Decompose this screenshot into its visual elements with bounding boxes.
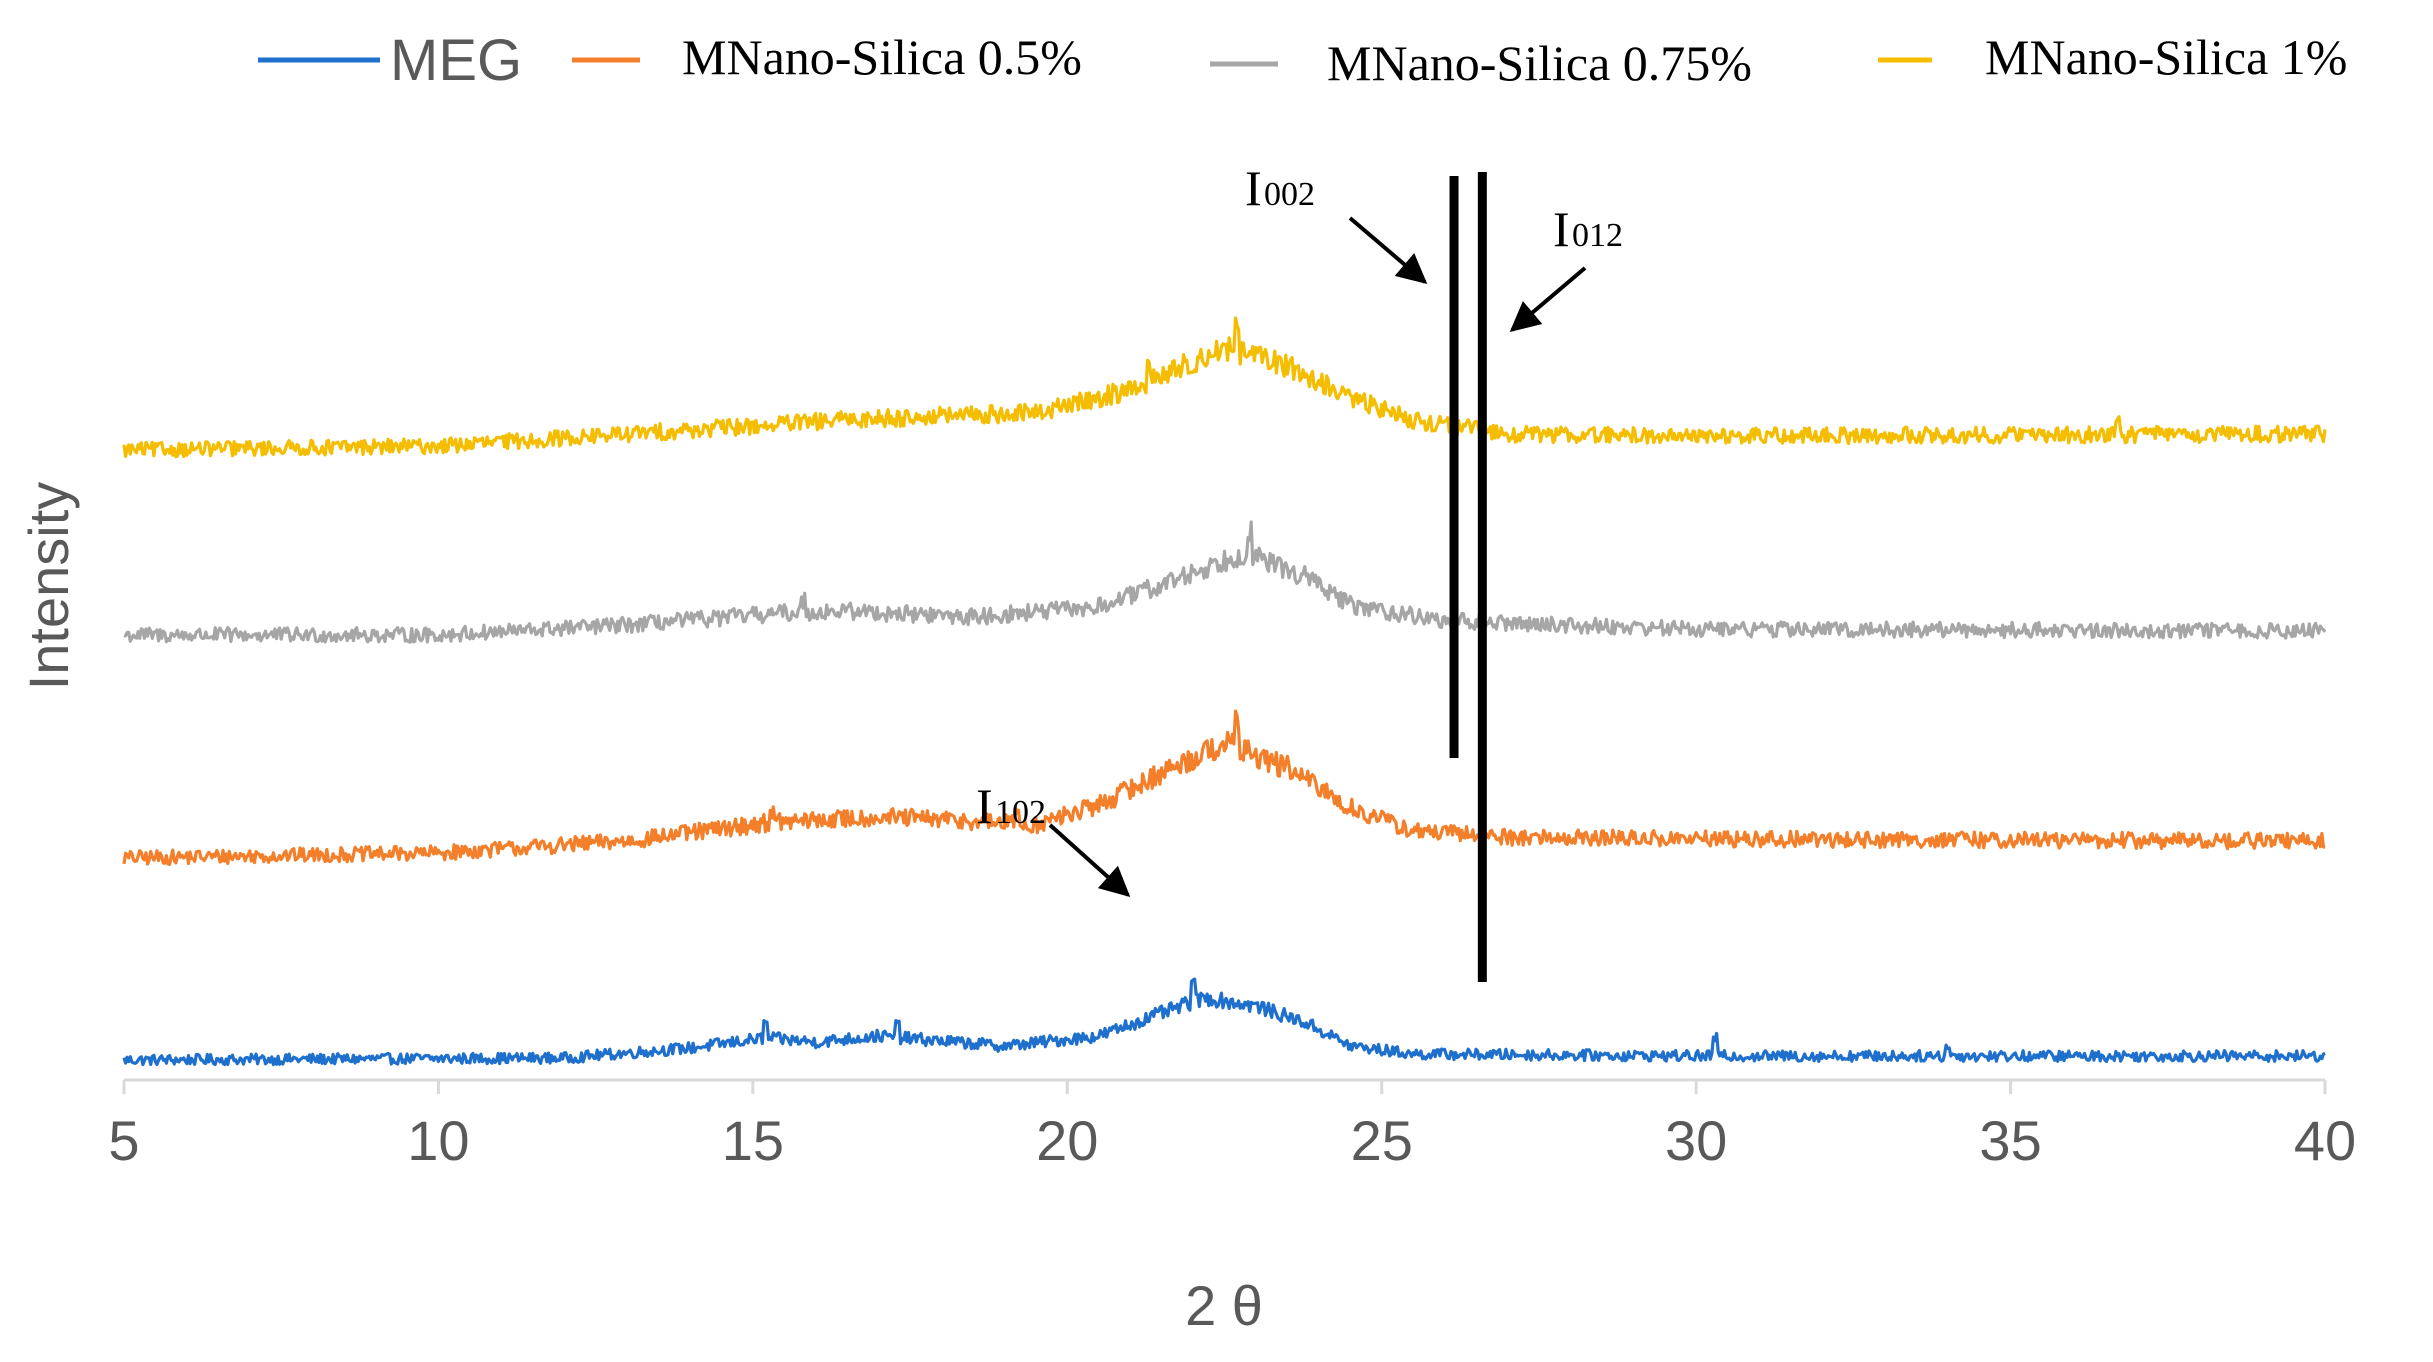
annotation-i012-letter: I	[1553, 201, 1570, 257]
legend-label-meg: MEG	[390, 28, 522, 93]
series-line-2	[123, 520, 2327, 644]
annotation-i012: I 012	[1509, 201, 1623, 332]
annotation-i102-sub: 102	[995, 794, 1046, 831]
annotation-i102-letter: I	[976, 778, 993, 834]
x-axis-title: 2 θ	[1185, 1274, 1263, 1337]
annotation-i012-sub: 012	[1572, 217, 1623, 254]
legend-item-silica-05[interactable]: MNano-Silica 0.5%	[572, 29, 1082, 85]
legend-label-silica-1: MNano-Silica 1%	[1985, 29, 2347, 85]
series-layer	[122, 316, 2327, 1067]
legend-item-meg[interactable]: MEG	[258, 28, 522, 93]
x-tick-label: 10	[407, 1109, 469, 1172]
x-tick-label: 40	[2294, 1109, 2356, 1172]
x-tick-label: 25	[1351, 1109, 1413, 1172]
annotation-i002-letter: I	[1245, 160, 1262, 216]
legend-item-silica-1[interactable]: MNano-Silica 1%	[1878, 29, 2347, 85]
series-line-1	[122, 709, 2326, 866]
annotation-i002: I 002	[1245, 160, 1428, 284]
series-line-0	[122, 977, 2326, 1067]
x-tick-label: 30	[1665, 1109, 1727, 1172]
annotation-i102-arrow	[1048, 823, 1131, 898]
x-tick-label: 35	[1979, 1109, 2041, 1172]
annotation-i012-arrow	[1509, 266, 1587, 332]
legend: MEG MNano-Silica 0.5% MNano-Silica 0.75%…	[258, 28, 2347, 93]
x-tick-label: 15	[722, 1109, 784, 1172]
annotation-i002-sub: 002	[1264, 176, 1315, 213]
y-axis-title: Intensity	[17, 482, 80, 691]
annotation-i002-arrow	[1348, 216, 1428, 284]
legend-item-silica-075[interactable]: MNano-Silica 0.75%	[1210, 35, 1752, 91]
series-line-3	[122, 316, 2327, 459]
legend-label-silica-075: MNano-Silica 0.75%	[1327, 35, 1752, 91]
annotation-i102: I 102	[976, 778, 1131, 898]
x-tick-label: 5	[108, 1109, 139, 1172]
x-axis: 5 10 15 20 25 30 35 40	[108, 1078, 2356, 1172]
legend-label-silica-05: MNano-Silica 0.5%	[682, 29, 1082, 85]
x-tick-label: 20	[1036, 1109, 1098, 1172]
